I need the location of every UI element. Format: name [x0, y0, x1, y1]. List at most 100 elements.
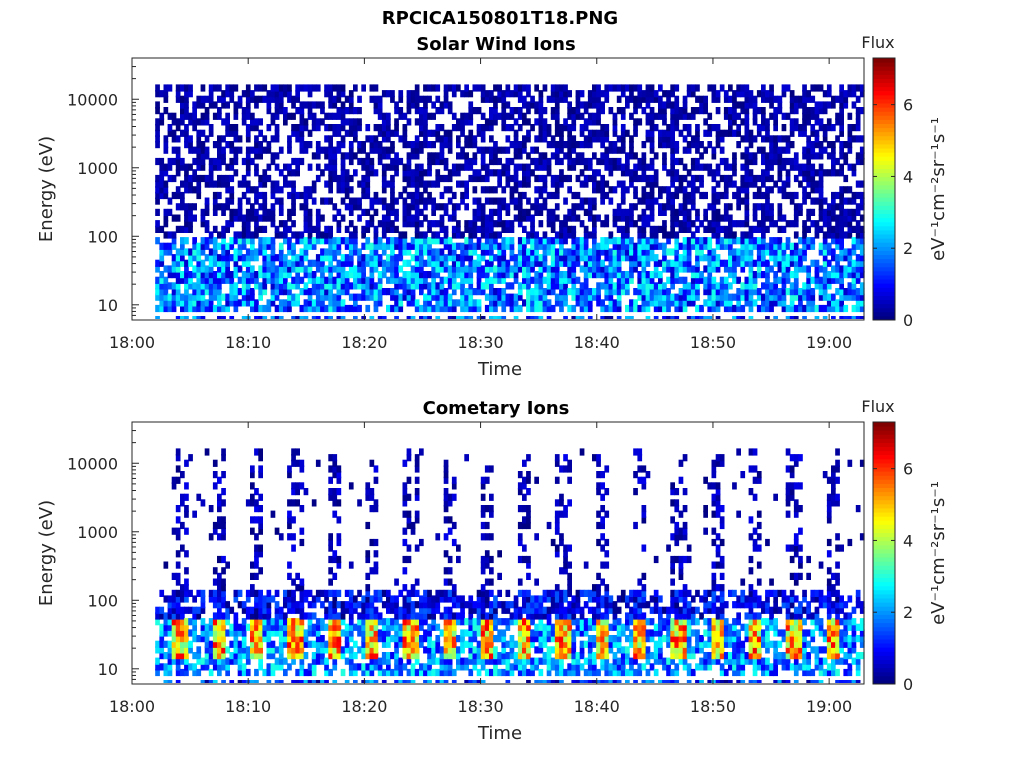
heatmap-cell [546, 237, 552, 245]
heatmap-cell [332, 299, 338, 307]
heatmap-cell [534, 186, 539, 194]
heatmap-cell [340, 90, 346, 98]
heatmap-cell [826, 141, 832, 149]
heatmap-cell [826, 231, 832, 239]
heatmap-cell [793, 163, 799, 171]
heatmap-cell [542, 157, 548, 166]
heatmap-cell [674, 254, 680, 262]
heatmap-cell [192, 595, 197, 603]
heatmap-cell [596, 135, 601, 143]
heatmap-cell [522, 259, 527, 267]
heatmap-cell [859, 299, 865, 307]
heatmap-cell [810, 180, 816, 188]
heatmap-cell [159, 112, 165, 120]
heatmap-cell [476, 316, 482, 319]
heatmap-cell [814, 316, 820, 319]
heatmap-cell [225, 276, 230, 284]
colorbar-segment [873, 246, 895, 251]
heatmap-cell [695, 163, 700, 171]
heatmap-cell [600, 129, 605, 137]
heatmap-cell [740, 84, 746, 92]
heatmap-cell [303, 299, 309, 307]
heatmap-cell [159, 169, 165, 177]
heatmap-cell [653, 231, 659, 239]
heatmap-cell [748, 174, 754, 183]
heatmap-cell [484, 231, 490, 239]
heatmap-cell [761, 203, 766, 211]
heatmap-cell [348, 141, 354, 149]
heatmap-cell [163, 293, 169, 301]
heatmap-cell [270, 623, 276, 631]
heatmap-cell [237, 652, 243, 660]
heatmap-cell [674, 95, 680, 103]
heatmap-cell [777, 107, 783, 115]
heatmap-cell [505, 259, 511, 267]
heatmap-cell [464, 203, 469, 211]
heatmap-cell [287, 288, 292, 296]
heatmap-cell [781, 282, 787, 290]
heatmap-cell [200, 282, 206, 290]
heatmap-cell [732, 271, 737, 279]
heatmap-cell [789, 304, 795, 313]
heatmap-cell [171, 601, 177, 609]
heatmap-cell [254, 516, 259, 524]
heatmap-cell [196, 304, 202, 313]
heatmap-cell [690, 231, 696, 239]
heatmap-cell [171, 595, 177, 603]
heatmap-cell [674, 248, 680, 256]
heatmap-cell [497, 220, 502, 228]
heatmap-cell [402, 214, 408, 222]
heatmap-cell [802, 231, 807, 239]
heatmap-cell [291, 203, 296, 211]
heatmap-cell [839, 101, 844, 109]
heatmap-cell [423, 214, 428, 222]
heatmap-cell [546, 282, 552, 290]
heatmap-cell [204, 271, 210, 279]
heatmap-cell [159, 225, 165, 233]
heatmap-cell [344, 254, 350, 262]
heatmap-cell [839, 124, 844, 132]
heatmap-cell [859, 293, 865, 301]
heatmap-cell [855, 231, 861, 239]
heatmap-cell [175, 118, 181, 126]
heatmap-cell [184, 135, 189, 143]
heatmap-cell [439, 157, 445, 166]
heatmap-cell [847, 186, 853, 194]
heatmap-cell [229, 299, 235, 307]
heatmap-cell [184, 288, 189, 296]
heatmap-cell [592, 231, 597, 239]
heatmap-cell [571, 316, 577, 319]
heatmap-cell [637, 237, 643, 245]
heatmap-cell [460, 146, 465, 154]
heatmap-cell [472, 197, 478, 205]
heatmap-cell [480, 84, 486, 92]
heatmap-cell [831, 141, 836, 149]
heatmap-cell [196, 101, 202, 109]
heatmap-cell [229, 316, 235, 319]
heatmap-cell [773, 157, 778, 166]
heatmap-cell [748, 254, 754, 262]
heatmap-cell [769, 242, 774, 250]
heatmap-cell [456, 118, 461, 126]
heatmap-cell [394, 293, 399, 301]
heatmap-cell [386, 90, 391, 98]
heatmap-cell [155, 84, 160, 92]
heatmap-cell [699, 107, 704, 115]
heatmap-cell [167, 248, 173, 256]
heatmap-cell [818, 197, 824, 205]
heatmap-cell [365, 220, 371, 228]
heatmap-cell [159, 271, 165, 279]
heatmap-cell [250, 242, 255, 250]
heatmap-cell [769, 90, 774, 98]
heatmap-cell [439, 304, 445, 313]
heatmap-cell [200, 293, 206, 301]
heatmap-cell [377, 141, 383, 149]
heatmap-cell [212, 623, 218, 631]
heatmap-cell [761, 90, 766, 98]
heatmap-cell [629, 180, 634, 188]
heatmap-cell [192, 242, 197, 250]
heatmap-cell [534, 282, 539, 290]
heatmap-cell [258, 629, 263, 637]
heatmap-cell [427, 141, 432, 149]
heatmap-cell [402, 237, 408, 245]
